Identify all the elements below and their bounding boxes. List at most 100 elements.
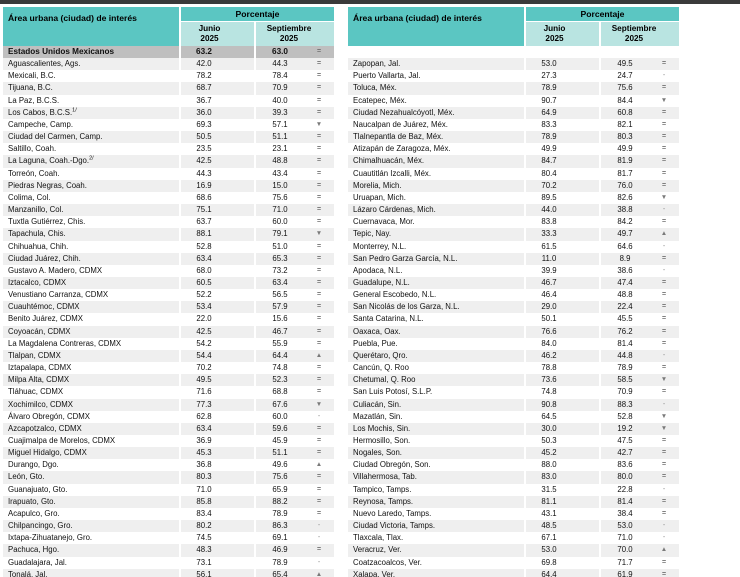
row-june-value: 60.5 (196, 277, 212, 287)
table-row: Tlalnepantla de Baz, Méx. 78.9 80.3 = (348, 131, 679, 144)
column-gap (179, 131, 181, 144)
row-june-value: 45.2 (541, 448, 557, 458)
september-value-cell: 84.2 = (601, 216, 679, 228)
row-area-name: Irapuato, Gto. (3, 495, 179, 508)
june-value-cell: 54.2 (181, 338, 254, 350)
table-row: San Luis Potosí, S.L.P. 74.8 70.9 = (348, 386, 679, 399)
column-gap (599, 447, 601, 460)
table-row: Santa Catarina, N.L. 50.1 45.5 = (348, 313, 679, 326)
column-gap (599, 70, 601, 83)
september-value-cell: 56.5 = (256, 289, 334, 301)
june-value-cell: 52.2 (181, 289, 254, 301)
row-area-name: Manzanillo, Col. (3, 204, 179, 217)
column-gap (254, 143, 256, 156)
table-row: San Pedro Garza García, N.L. 11.0 8.9 = (348, 252, 679, 265)
table-row: Ecatepec, Méx. 90.7 84.4 ▼ (348, 94, 679, 107)
column-gap (599, 362, 601, 375)
column-gap (254, 337, 256, 350)
column-gap (524, 337, 526, 350)
right-table-rows: Zapopan, Jal. 53.0 49.5 = Puerto Vallarta, J… (348, 46, 679, 577)
column-gap (179, 349, 181, 363)
column-gap (179, 118, 181, 132)
row-june-value: 83.3 (541, 119, 557, 129)
june-value-cell: 54.4 (181, 349, 254, 363)
table-row: Hermosillo, Son. 50.3 47.5 = (348, 435, 679, 448)
column-gap (599, 398, 601, 411)
table-row: Los Cabos, B.C.S.1/36.0 39.3 = (3, 106, 334, 119)
september-value-cell: 88.3 - (601, 398, 679, 411)
column-gap (524, 204, 526, 217)
row-june-value: 33.3 (541, 229, 557, 239)
september-value-cell: 53.0 - (601, 520, 679, 533)
dash-icon: - (317, 558, 321, 566)
september-value-cell: 15.6 = (256, 313, 334, 325)
row-september-value: 38.6 (617, 265, 633, 275)
no-change-icon: = (661, 509, 667, 517)
no-change-icon: = (316, 364, 322, 372)
no-change-icon: = (316, 145, 322, 153)
row-area-name: Monterrey, N.L. (353, 241, 407, 251)
row-june-value: 74.8 (541, 387, 557, 397)
september-value-cell: 22.4 = (601, 301, 679, 314)
june-value-cell: 63.4 (181, 252, 254, 265)
row-june-value: 16.9 (196, 180, 212, 190)
row-area-name: Cuajimalpa de Morelos, CDMX (8, 436, 116, 445)
row-area-name: Torreón, Coah. (8, 168, 60, 178)
row-area-name: Los Cabos, B.C.S.1/ (3, 106, 179, 119)
column-gap (599, 252, 601, 265)
september-value-cell: 75.6 = (601, 82, 679, 95)
september-value-cell: 86.3 - (256, 520, 334, 533)
row-june-value: 70.2 (196, 363, 212, 373)
table-row: Cancún, Q. Roo 78.8 78.9 = (348, 362, 679, 375)
row-june-value: 53.0 (541, 59, 557, 69)
september-value-cell: 82.1 = (601, 119, 679, 131)
row-june-value: 61.5 (541, 241, 557, 251)
column-gap (524, 410, 526, 423)
table-row: Mexicali, B.C. 78.2 78.4 = (3, 70, 334, 83)
row-june-value: 22.0 (196, 314, 212, 324)
table-row: Naucalpan de Juárez, Méx. 83.3 82.1 = (348, 118, 679, 132)
row-june-value: 42.0 (196, 59, 212, 69)
row-september-value: 24.7 (617, 71, 633, 81)
column-gap (254, 410, 256, 423)
decrease-icon: ▼ (660, 96, 668, 104)
row-june-value: 80.2 (196, 521, 212, 531)
row-area-name: Tláhuac, CDMX (8, 387, 64, 397)
column-group-header-porcentaje: Porcentaje (181, 7, 334, 21)
row-june-value: 64.4 (541, 569, 557, 577)
table-row: Xochimilco, CDMX 77.3 67.6 ▼ (3, 398, 334, 411)
column-gap (179, 398, 181, 411)
row-june-value: 54.2 (196, 338, 212, 348)
table-row: Tlalpan, CDMX 54.4 64.4 ▲ (3, 349, 334, 363)
no-change-icon: = (316, 291, 322, 299)
september-value-cell: 61.9 = (601, 568, 679, 577)
table-row: Colima, Col. 68.6 75.6 = (3, 191, 334, 205)
no-change-icon: = (316, 546, 322, 554)
june-value-cell: 84.7 (526, 155, 599, 168)
table-row: La Laguna, Coah.-Dgo.2/42.5 48.8 = (3, 155, 334, 168)
september-value-cell: 57.1 ▼ (256, 119, 334, 131)
dash-icon: - (317, 522, 321, 530)
column-gap (179, 155, 181, 168)
column-gap (599, 568, 601, 577)
june-value-cell: 62.8 (181, 411, 254, 423)
row-september-value: 46.7 (272, 326, 288, 336)
june-value-cell: 70.2 (181, 362, 254, 374)
row-area-name: Cuauhtémoc, CDMX (3, 301, 179, 314)
column-gap (524, 155, 526, 168)
table-row: Ixtapa-Zihuatanejo, Gro. 74.5 69.1 - (3, 532, 334, 545)
dash-icon: - (662, 485, 666, 493)
september-value-cell: 39.3 = (256, 106, 334, 119)
table-row: Torreón, Coah. 44.3 43.4 = (3, 167, 334, 180)
june-value-cell: 78.9 (526, 82, 599, 95)
table-row: Querétaro, Qro. 46.2 44.8 - (348, 349, 679, 363)
no-change-icon: = (316, 388, 322, 396)
june-value-cell: 50.1 (526, 313, 599, 325)
row-september-value: 69.1 (272, 533, 288, 543)
row-area-name: Ecatepec, Méx. (353, 95, 407, 105)
june-value-cell: 36.7 (181, 95, 254, 107)
june-value-cell: 46.7 (526, 276, 599, 290)
row-june-value: 36.0 (196, 107, 212, 117)
column-gap (254, 204, 256, 217)
column-gap (179, 386, 181, 399)
